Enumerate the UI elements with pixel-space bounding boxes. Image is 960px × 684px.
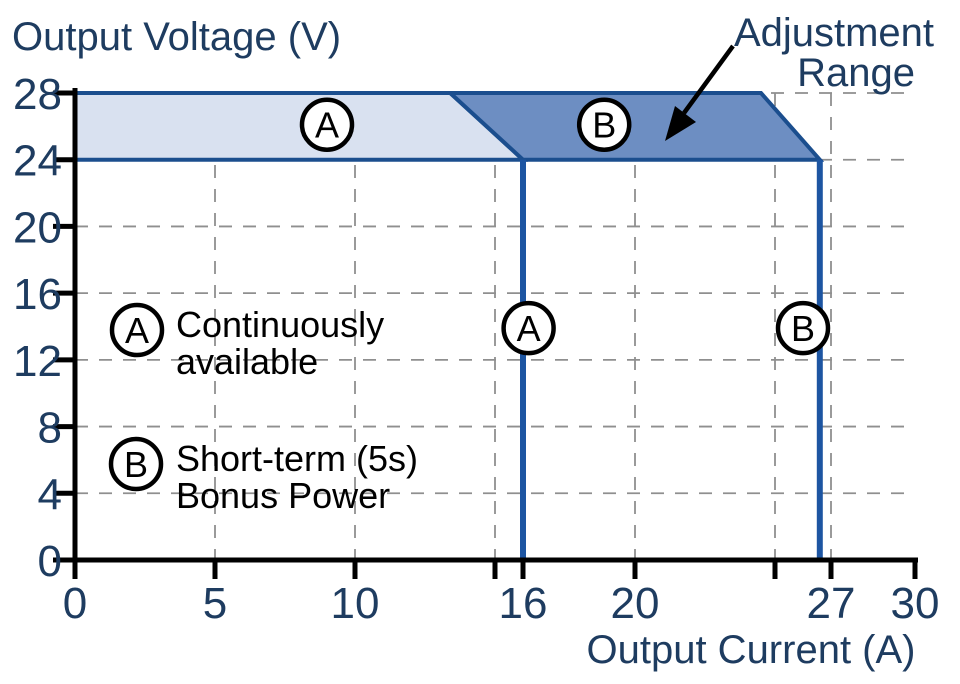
- legend-a-label-line-1: Continuously: [176, 304, 384, 345]
- current-limit-lines: [520, 159, 823, 560]
- marker-letter-limit-line-B: B: [791, 308, 815, 349]
- marker-circle-icon-region-A: [299, 97, 355, 152]
- power-regions: [73, 91, 825, 162]
- legend: A Continuously available B Short-term (5…: [108, 302, 418, 516]
- axes: [53, 88, 918, 579]
- marker-letter-region-A: A: [315, 105, 339, 146]
- legend-a-label-line-2: available: [176, 341, 318, 382]
- annotation-text-line-2: Range: [797, 51, 915, 95]
- adjustment-range-annotation: Adjustment Range: [665, 11, 934, 141]
- x-tick-label: 10: [331, 579, 380, 628]
- y-tick-label: 4: [38, 470, 62, 519]
- marker-letter-limit-line-A: A: [517, 308, 541, 349]
- legend-symbol-b: B: [124, 444, 148, 485]
- gridlines: [75, 92, 915, 560]
- legend-symbol-b-circle-icon: [108, 436, 164, 492]
- annotation-text-line-1: Adjustment: [734, 11, 934, 55]
- x-tick-label: 30: [891, 579, 940, 628]
- x-axis-title: Output Current (A): [586, 628, 915, 672]
- marker-circle-icon-limit-line-A: [501, 300, 556, 356]
- legend-symbol-a-circle-icon: [109, 302, 165, 358]
- annotation-arrow-shaft: [682, 44, 735, 115]
- region-markers: A B A B: [299, 97, 831, 356]
- marker-letter-region-B: B: [592, 105, 616, 146]
- y-tick-label: 12: [13, 337, 62, 386]
- y-tick-label: 24: [13, 137, 62, 186]
- marker-circle-icon-region-B: [576, 97, 632, 152]
- x-tick-label: 20: [611, 579, 660, 628]
- legend-symbol-a: A: [125, 310, 149, 351]
- annotation-arrow-head-icon: [665, 106, 696, 141]
- power-region-a: [73, 91, 529, 162]
- marker-circle-icon-limit-line-B: [775, 300, 831, 356]
- tick-labels: 0 4 8 12 16 20 24 28 0 5 10 16 20 27 30: [13, 70, 939, 628]
- y-tick-label: 16: [13, 270, 62, 319]
- x-tick-label: 27: [807, 579, 856, 628]
- legend-b-label-line-2: Bonus Power: [176, 475, 390, 516]
- x-tick-label: 16: [499, 579, 548, 628]
- x-tick-label: 5: [203, 579, 227, 628]
- x-tick-label: 0: [63, 579, 87, 628]
- y-tick-label: 0: [38, 537, 62, 586]
- y-tick-label: 20: [13, 203, 62, 252]
- y-axis-title: Output Voltage (V): [12, 15, 341, 59]
- y-tick-label: 8: [38, 404, 62, 453]
- legend-b-label-line-1: Short-term (5s): [176, 438, 418, 479]
- y-tick-label: 28: [13, 70, 62, 119]
